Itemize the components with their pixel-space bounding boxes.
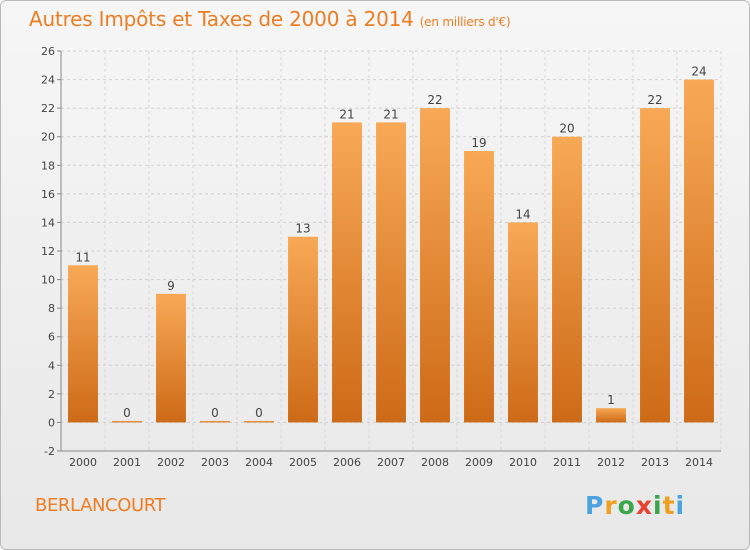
chart-unit: (en milliers d'€) <box>419 15 511 29</box>
y-tick-label: 24 <box>41 74 55 87</box>
y-tick-label: -2 <box>44 445 55 458</box>
bar-2014 <box>684 79 714 423</box>
x-tick-label: 2003 <box>201 456 229 469</box>
bar-value-label: 22 <box>647 93 662 107</box>
x-tick-label: 2011 <box>553 456 581 469</box>
bar-2006 <box>332 122 362 423</box>
y-tick-label: 4 <box>48 359 55 372</box>
y-tick-label: 22 <box>41 102 55 115</box>
bar-value-label: 0 <box>123 406 131 420</box>
x-tick-label: 2012 <box>597 456 625 469</box>
x-tick-label: 2008 <box>421 456 449 469</box>
bar-value-label: 1 <box>607 393 615 407</box>
bar-2007 <box>376 122 406 423</box>
chart-title-text: Autres Impôts et Taxes de 2000 à 2014 <box>29 7 414 31</box>
x-tick-label: 2007 <box>377 456 405 469</box>
bar-2004 <box>244 420 274 423</box>
bar-2009 <box>464 151 494 423</box>
bar-value-label: 20 <box>559 122 574 136</box>
y-tick-label: 26 <box>41 45 55 58</box>
y-tick-label: 18 <box>41 159 55 172</box>
bar-2002 <box>156 293 186 423</box>
x-tick-label: 2004 <box>245 456 273 469</box>
bar-value-label: 0 <box>211 406 219 420</box>
bar-2012 <box>596 408 626 423</box>
bar-2013 <box>640 108 670 423</box>
y-tick-label: 8 <box>48 302 55 315</box>
bar-value-label: 19 <box>471 136 486 150</box>
bar-value-label: 14 <box>515 207 530 221</box>
bar-2010 <box>508 222 538 423</box>
y-tick-label: 2 <box>48 388 55 401</box>
bar-value-label: 11 <box>75 250 90 264</box>
bar-value-label: 9 <box>167 279 175 293</box>
x-tick-label: 2005 <box>289 456 317 469</box>
y-tick-label: 6 <box>48 331 55 344</box>
bar-value-label: 24 <box>691 65 706 79</box>
bar-value-label: 22 <box>427 93 442 107</box>
x-tick-label: 2009 <box>465 456 493 469</box>
chart-title: Autres Impôts et Taxes de 2000 à 2014 (en… <box>29 7 511 31</box>
bar-value-label: 21 <box>339 107 354 121</box>
bar-2003 <box>200 420 230 423</box>
bar-value-label: 0 <box>255 406 263 420</box>
y-tick-label: 16 <box>41 188 55 201</box>
x-tick-label: 2010 <box>509 456 537 469</box>
bar-2001 <box>112 420 142 423</box>
bar-value-label: 13 <box>295 222 310 236</box>
y-tick-label: 0 <box>48 416 55 429</box>
bar-2008 <box>420 108 450 423</box>
x-tick-label: 2013 <box>641 456 669 469</box>
x-tick-label: 2002 <box>157 456 185 469</box>
brand-logo: Proxiti <box>585 491 686 520</box>
x-tick-label: 2014 <box>685 456 713 469</box>
y-tick-label: 14 <box>41 216 55 229</box>
x-tick-label: 2001 <box>113 456 141 469</box>
bar-2000 <box>68 265 98 423</box>
y-tick-label: 10 <box>41 274 55 287</box>
bar-2011 <box>552 136 582 423</box>
commune-name: BERLANCOURT <box>35 495 166 516</box>
y-tick-label: 12 <box>41 245 55 258</box>
x-tick-label: 2000 <box>69 456 97 469</box>
y-tick-label: 20 <box>41 131 55 144</box>
x-tick-label: 2006 <box>333 456 361 469</box>
bar-2005 <box>288 236 318 423</box>
bar-value-label: 21 <box>383 107 398 121</box>
